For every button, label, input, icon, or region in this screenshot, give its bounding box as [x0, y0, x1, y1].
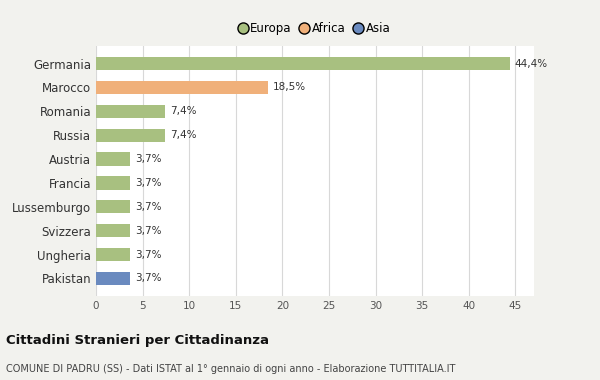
Text: 44,4%: 44,4% — [514, 59, 548, 68]
Legend: Europa, Africa, Asia: Europa, Africa, Asia — [236, 19, 394, 39]
Text: 3,7%: 3,7% — [135, 178, 161, 188]
Text: 3,7%: 3,7% — [135, 154, 161, 164]
Text: 3,7%: 3,7% — [135, 250, 161, 260]
Text: COMUNE DI PADRU (SS) - Dati ISTAT al 1° gennaio di ogni anno - Elaborazione TUTT: COMUNE DI PADRU (SS) - Dati ISTAT al 1° … — [6, 364, 455, 374]
Text: Cittadini Stranieri per Cittadinanza: Cittadini Stranieri per Cittadinanza — [6, 334, 269, 347]
Text: 3,7%: 3,7% — [135, 274, 161, 283]
Text: 7,4%: 7,4% — [170, 130, 196, 140]
Bar — [96, 176, 130, 190]
Bar — [96, 200, 130, 214]
Bar — [96, 152, 130, 166]
Text: 7,4%: 7,4% — [170, 106, 196, 116]
Text: 3,7%: 3,7% — [135, 226, 161, 236]
Text: 3,7%: 3,7% — [135, 202, 161, 212]
Bar — [96, 224, 130, 237]
Bar — [96, 248, 130, 261]
Bar — [96, 105, 165, 118]
Bar — [96, 272, 130, 285]
Bar — [96, 81, 268, 94]
Text: 18,5%: 18,5% — [273, 82, 306, 92]
Bar — [96, 128, 165, 142]
Bar — [96, 57, 510, 70]
